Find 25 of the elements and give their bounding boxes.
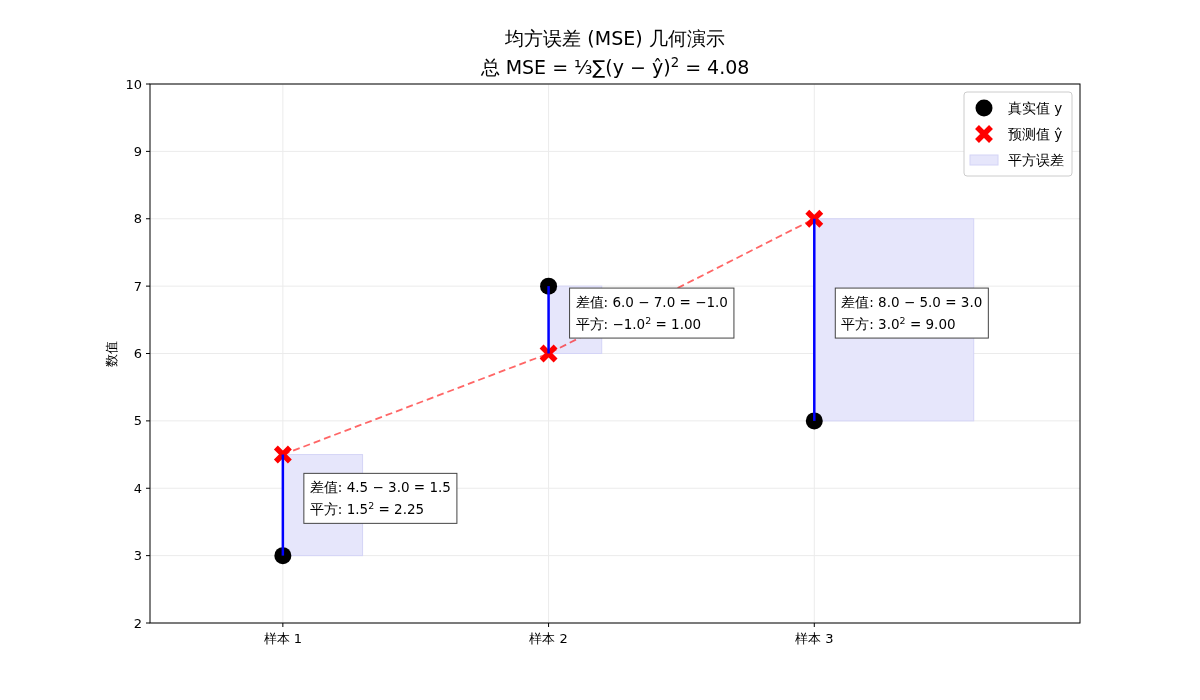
y-axis-title: 数值 [104, 340, 119, 367]
y-tick-label: 6 [133, 346, 142, 361]
y-tick-label: 8 [133, 211, 142, 227]
x-tick-label: 样本 3 [795, 631, 834, 646]
chart-subtitle: 总 MSE = ⅓∑(y − ŷ)$^{2}$ = 4.08 [479, 54, 750, 78]
annotation: 差值: 4.5 − 3.0 = 1.5 平方: 1.5$^{2}$ = 2.25 [309, 479, 451, 518]
point [274, 547, 292, 565]
y-tick-label: 5 [133, 413, 142, 429]
bar [547, 286, 550, 354]
legend-label: 真实值 y [1008, 100, 1063, 116]
annotation: 差值: 8.0 − 5.0 = 3.0 平方: 3.0$^{2}$ = 9.00 [841, 294, 983, 333]
point [273, 444, 293, 465]
annotation: 差值: 6.0 − 7.0 = −1.0 平方: −1.0$^{2}$ = 1.00 [575, 294, 728, 333]
y-tick-label: 9 [133, 143, 142, 159]
chart-title: 均方误差 (MSE) 几何演示 [504, 27, 725, 49]
x-tick-label: 样本 1 [263, 631, 303, 646]
y-tick-label: 10 [125, 76, 142, 92]
y-tick-label: 4 [133, 480, 142, 496]
legend-label: 预测值 ŷ [1008, 126, 1063, 142]
legend-label: 平方误差 [1008, 152, 1064, 168]
bar [813, 218, 816, 421]
y-tick-label: 2 [133, 615, 142, 631]
y-tick-label: 3 [133, 548, 142, 564]
x-tick-label: 样本 2 [529, 631, 568, 646]
y-tick-label: 7 [133, 278, 142, 294]
